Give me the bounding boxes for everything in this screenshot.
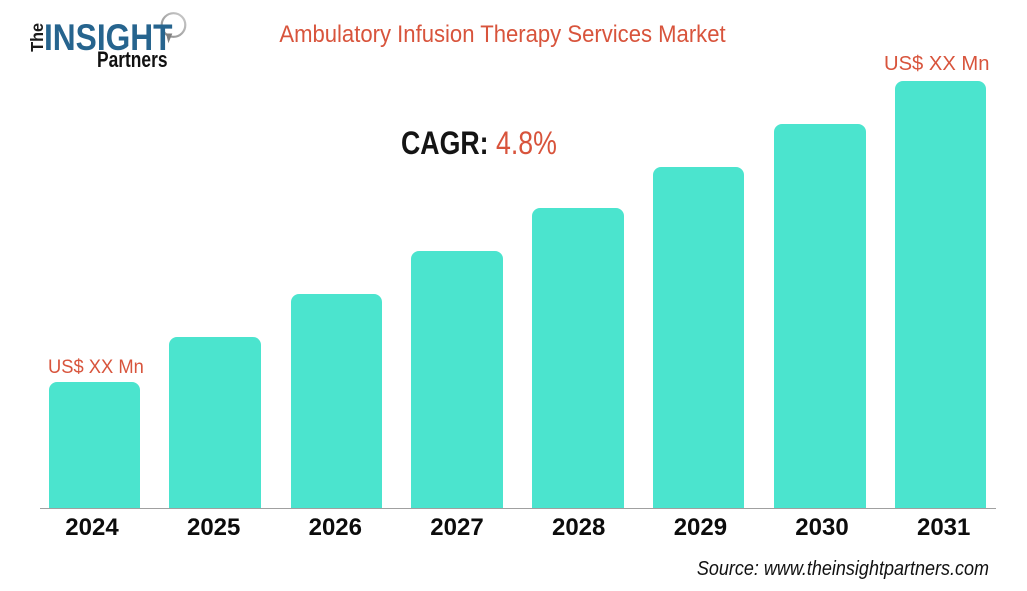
svg-text:INSIGHT: INSIGHT [44, 16, 173, 58]
svg-text:The: The [27, 23, 47, 52]
svg-text:Partners: Partners [97, 47, 168, 72]
